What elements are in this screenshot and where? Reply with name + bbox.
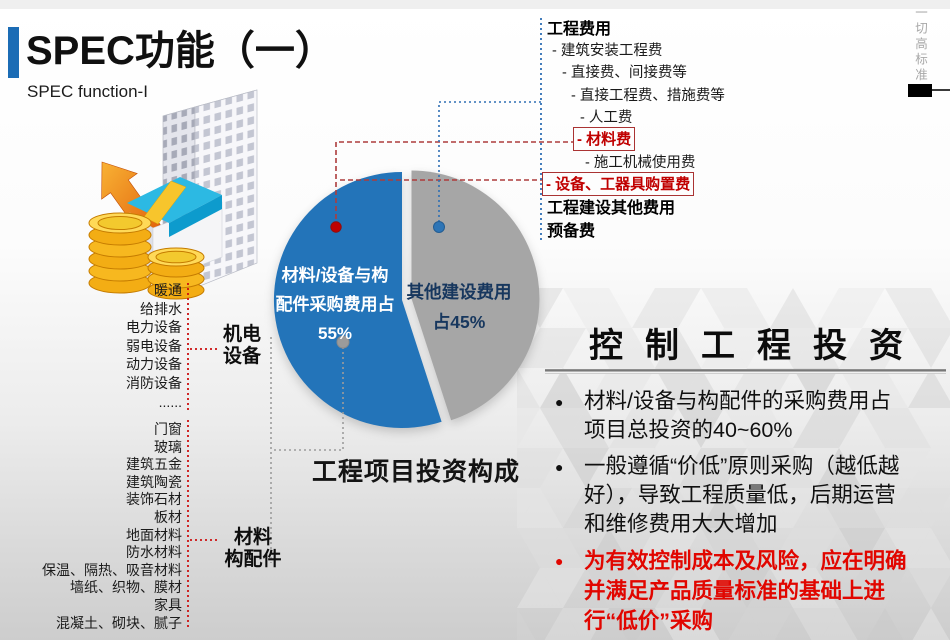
list-item: 暖通	[154, 282, 182, 298]
bullet-marker: ●	[555, 553, 564, 569]
cost-item-label: - 施工机械使用费	[585, 155, 696, 172]
cost-list-item: - 施工机械使用费	[541, 150, 806, 172]
page-title: SPEC功能（一）	[26, 29, 335, 73]
bullet-item: ● 为有效控制成本及风险，应在明确并满足产品质量标准的基础上进行“低价”采购	[553, 546, 935, 636]
list-item: 玻璃	[154, 438, 182, 455]
list-item: 弱电设备	[126, 337, 182, 354]
list-item: 板材	[154, 508, 182, 525]
cost-item-label: 工程费用	[547, 21, 612, 39]
cost-item-label: - 设备、工器具购置费	[542, 171, 695, 196]
list-item: 门窗	[154, 421, 182, 437]
panel-divider	[545, 369, 946, 374]
corner-line	[932, 89, 950, 91]
list-item: ......	[158, 393, 182, 410]
cost-list-item: - 建筑安装工程费	[541, 38, 806, 60]
bullet-text: 材料/设备与构配件的采购费用占项目总投资的40~60%	[584, 389, 891, 442]
pie-label-materials: 材料/设备与构 配件采购费用占 55%	[266, 261, 404, 348]
list-item: 地面材料	[126, 526, 182, 543]
triangle-pattern-decor	[517, 288, 950, 640]
chart-caption: 工程项目投资构成	[312, 458, 521, 486]
coin-stacks	[88, 212, 205, 300]
bullet-item: ● 材料/设备与构配件的采购费用占项目总投资的40~60%	[553, 387, 935, 445]
cost-list-item: - 直接费、间接费等	[541, 61, 806, 83]
bullet-text: 为有效控制成本及风险，应在明确并满足产品质量标准的基础上进行“低价”采购	[584, 549, 907, 633]
pie-label-value: 55%	[317, 324, 353, 343]
bullet-text: 一般遵循“价低”原则采购（越低越好），导致工程质量低，后期运营和维修费用大大增加	[584, 454, 900, 536]
label-line: 设备	[223, 346, 262, 367]
list-item: 混凝土、砌块、腻子	[56, 614, 182, 631]
list-item: 动力设备	[126, 356, 182, 373]
top-strip	[0, 0, 950, 9]
list-item: 建筑陶瓷	[126, 473, 182, 490]
buildings-illustration	[88, 89, 258, 300]
pie-label-value: 占45%	[432, 312, 486, 332]
label-line: 材料	[233, 527, 272, 548]
mep-equipment-list: 暖通给排水电力设备 弱电设备动力设备 消防设备......	[35, 281, 182, 411]
list-item: 给排水	[140, 300, 182, 317]
cost-item-label: - 人工费	[580, 110, 633, 127]
cost-list-item: - 人工费	[541, 106, 806, 128]
pie-label-line: 其他建设费用	[406, 282, 512, 302]
list-item: 电力设备	[126, 319, 182, 336]
title-accent-bar	[8, 27, 19, 78]
panel-heading: 控制工程投资	[589, 327, 925, 365]
materials-components-list: 门窗 玻璃 建筑五金 建筑陶瓷 装饰石材 板材 地面材料 防水材料 保温、隔热、吸音材料 墙纸、织…	[30, 421, 182, 632]
list-item: 家具	[154, 596, 182, 613]
pie-label-line: 配件采购费用占	[275, 295, 395, 314]
cost-list-item: 工程建设其他费用	[541, 195, 806, 217]
cost-item-label: 预备费	[547, 222, 596, 240]
label-line: 构配件	[224, 549, 282, 570]
cost-item-label: 工程建设其他费用	[547, 200, 676, 218]
list-item: 防水材料	[126, 544, 182, 561]
cost-item-label: - 直接工程费、措施费等	[571, 87, 725, 104]
side-note-vertical: 一切高标准	[913, 6, 927, 84]
cost-breakdown-list: 工程费用 - 建筑安装工程费 - 直接费、间接费等 - 直接工程费、措施费等 -…	[541, 16, 806, 240]
cost-item-label: - 直接费、间接费等	[562, 65, 687, 82]
cost-list-item: 工程费用	[541, 16, 806, 38]
bullet-list: ● 材料/设备与构配件的采购费用占项目总投资的40~60% ● 一般遵循“价低”…	[553, 387, 935, 640]
bullet-item: ● 一般遵循“价低”原则采购（越低越好），导致工程质量低，后期运营和维修费用大大…	[553, 452, 935, 539]
mep-equipment-label: 机电 设备	[223, 324, 261, 368]
bullet-marker: ●	[555, 459, 564, 475]
list-item: 墙纸、织物、膜材	[70, 579, 182, 596]
cost-item-label: - 建筑安装工程费	[552, 43, 663, 60]
list-item: 消防设备	[126, 374, 182, 391]
corner-black-bar	[908, 84, 932, 97]
cost-list-item: - 直接工程费、措施费等	[541, 83, 806, 105]
list-item: 建筑五金	[126, 456, 182, 473]
pie-label-other: 其他建设费用 占45%	[403, 277, 515, 337]
bullet-marker: ●	[555, 394, 564, 410]
page-subtitle: SPEC function-I	[27, 82, 148, 101]
list-item: 保温、隔热、吸音材料	[42, 561, 182, 578]
cost-item-label: - 材料费	[573, 127, 636, 152]
cost-list-item: 预备费	[541, 218, 806, 240]
pie-label-line: 材料/设备与构	[281, 266, 389, 285]
cost-list-item: - 设备、工器具购置费	[541, 171, 806, 196]
label-line: 机电	[223, 324, 262, 345]
materials-components-label: 材料 构配件	[222, 527, 284, 571]
cost-list-item: - 材料费	[541, 127, 806, 152]
list-item: 装饰石材	[126, 491, 182, 508]
